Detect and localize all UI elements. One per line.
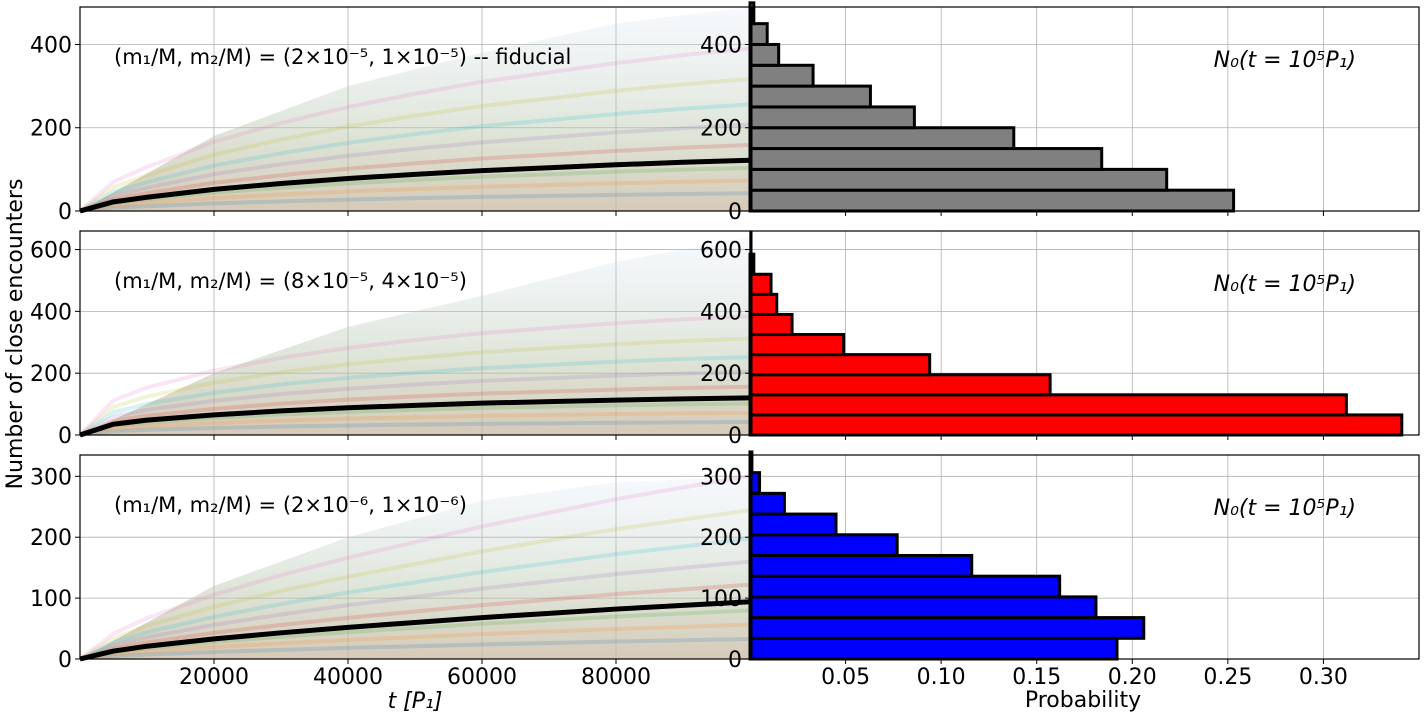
y-tick-label: 300 <box>700 465 742 490</box>
panel-middle-left: 0 200 400 600 (m₁/M, m₂/M) = (8×10⁻⁵, 4×10⁻⁵… <box>30 230 751 449</box>
run-line <box>79 622 751 661</box>
x-tick-label: 0.15 <box>1012 665 1061 690</box>
run-line <box>78 473 751 661</box>
y-tick-label: 0 <box>728 424 742 449</box>
run-line <box>79 191 751 213</box>
mean-curve <box>79 157 751 214</box>
y-tick-label: 100 <box>30 587 72 612</box>
histogram-bar <box>748 63 815 88</box>
histogram-bar <box>748 147 1104 171</box>
y-tick-label: 200 <box>30 526 72 551</box>
histogram-bar <box>748 636 1119 661</box>
histogram-bar <box>748 512 838 537</box>
panel-annotation: (m₁/M, m₂/M) = (2×10⁻⁵, 1×10⁻⁵) -- fiduc… <box>114 45 571 69</box>
histogram-bar <box>748 616 1146 640</box>
run-line <box>78 508 751 661</box>
y-tick-label: 0 <box>728 200 742 225</box>
panel-annotation: (m₁/M, m₂/M) = (2×10⁻⁶, 1×10⁻⁶) <box>114 493 467 517</box>
y-tick-label: 100 <box>700 587 742 612</box>
histogram-bar <box>748 574 1062 599</box>
panel-top-left: 0 200 400 (m₁/M, m₂/M) = (2×10⁻⁵, 1×10⁻⁵) -… <box>30 6 751 225</box>
run-line <box>79 178 751 213</box>
histogram-bar <box>748 353 932 377</box>
y-tick-label: 0 <box>728 648 742 673</box>
y-tick-label: 200 <box>30 117 72 142</box>
x-tick-label: 0.10 <box>917 665 966 690</box>
histogram-bar <box>748 188 1236 213</box>
histogram-bar <box>748 491 786 516</box>
histogram-bar <box>748 312 794 337</box>
histogram-bar <box>748 533 899 557</box>
run-line <box>79 420 751 437</box>
run-line <box>79 559 751 661</box>
histogram-bar <box>748 105 916 130</box>
x-tick-label: 20000 <box>179 665 249 690</box>
run-line <box>79 636 751 661</box>
x-axis-label-time: t [P₁] <box>388 689 443 714</box>
histogram-bar <box>748 126 1016 151</box>
panel-bottom-right: 0 100 200 300 0.05 0.10 0.15 0.20 0.25 0.30 N₀(t =… <box>700 450 1420 690</box>
y-tick-label: 0 <box>58 648 72 673</box>
y-tick-label: 200 <box>700 117 742 142</box>
y-tick-label: 600 <box>700 239 742 264</box>
histogram-bar <box>748 22 769 46</box>
histogram-bar <box>748 393 1348 417</box>
x-tick-label: 0.05 <box>821 665 870 690</box>
run-line <box>79 369 751 437</box>
x-axis-label-probability: Probability <box>1025 688 1141 713</box>
y-tick-label: 400 <box>30 33 72 58</box>
x-tick-label: 80000 <box>581 665 651 690</box>
x-tick-label: 40000 <box>313 665 383 690</box>
panel-annotation: N₀(t = 10⁵P₁) <box>1214 48 1356 73</box>
y-tick-label: 0 <box>58 200 72 225</box>
histogram-bar <box>748 272 773 296</box>
histogram-bar <box>748 292 779 316</box>
mean-curve <box>79 599 751 662</box>
y-tick-label: 300 <box>30 465 72 490</box>
y-tick-label: 400 <box>700 33 742 58</box>
run-cloud <box>80 7 750 211</box>
panel-annotation: N₀(t = 10⁵P₁) <box>1214 272 1356 297</box>
histogram-bar <box>748 595 1098 620</box>
run-line <box>79 582 751 661</box>
run-line <box>78 46 751 213</box>
run-line <box>78 314 751 437</box>
y-tick-label: 200 <box>700 362 742 387</box>
y-tick-label: 400 <box>30 300 72 325</box>
panel-top-right: 0 200 400 N₀(t = 10⁵P₁) <box>700 1 1420 225</box>
run-line <box>79 384 751 437</box>
x-tick-label: 60000 <box>447 665 517 690</box>
run-cloud <box>80 237 750 435</box>
panel-annotation: N₀(t = 10⁵P₁) <box>1214 496 1356 521</box>
mean-curve <box>79 395 751 438</box>
histogram-bar <box>748 553 974 578</box>
x-tick-label: 0.20 <box>1108 665 1157 690</box>
y-tick-label: 200 <box>700 526 742 551</box>
y-tick-label: 200 <box>30 362 72 387</box>
run-line <box>79 102 751 213</box>
y-axis-label: Number of close encounters <box>3 179 28 490</box>
histogram-bar <box>748 333 846 357</box>
panel-bottom-left: 0 100 200 300 20000 40000 60000 80000 (m₁/M, m₂/… <box>30 454 751 690</box>
histogram-bar <box>748 373 1052 397</box>
run-line <box>79 122 751 213</box>
y-tick-label: 400 <box>700 300 742 325</box>
run-line <box>78 76 751 213</box>
histogram-bar <box>748 413 1404 437</box>
histogram-bar <box>748 167 1169 192</box>
run-line <box>78 355 751 437</box>
panel-annotation: (m₁/M, m₂/M) = (8×10⁻⁵, 4×10⁻⁵) <box>114 269 467 293</box>
run-line <box>78 336 751 437</box>
x-tick-label: 0.30 <box>1299 665 1348 690</box>
histogram-bar <box>748 42 781 67</box>
run-line <box>79 536 751 661</box>
run-line <box>79 142 751 213</box>
y-tick-label: 0 <box>58 424 72 449</box>
panel-middle-right: 0 200 400 600 N₀(t = 10⁵P₁) <box>700 230 1420 449</box>
y-tick-label: 600 <box>30 239 72 264</box>
histogram-bar <box>748 84 872 109</box>
run-line <box>79 410 751 437</box>
x-tick-label: 0.25 <box>1203 665 1252 690</box>
